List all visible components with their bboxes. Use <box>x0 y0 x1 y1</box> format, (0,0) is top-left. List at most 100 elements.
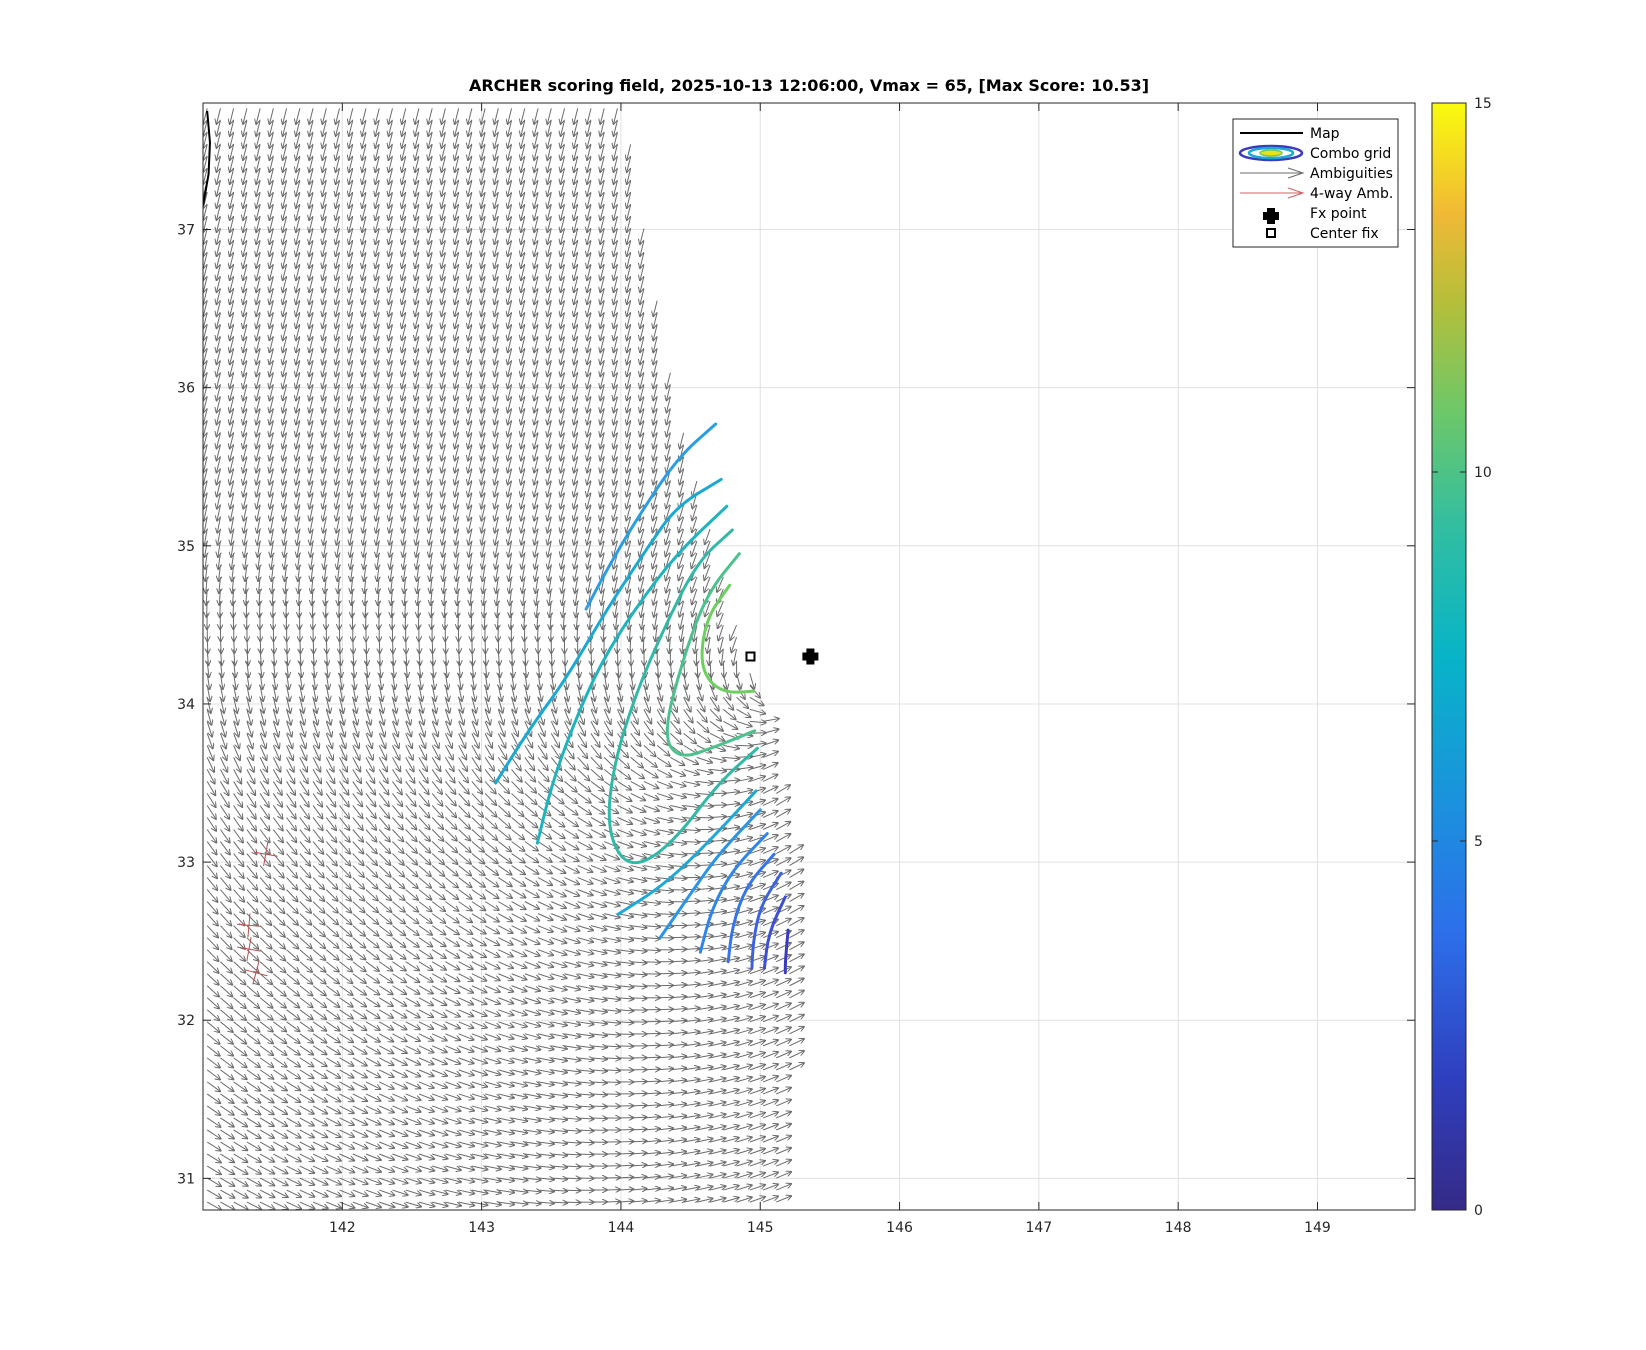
ambiguity-arrow <box>418 1165 434 1171</box>
ambiguity-arrow <box>471 1202 488 1205</box>
ambiguity-arrow <box>498 1190 514 1192</box>
ambiguity-arrow <box>326 1117 340 1125</box>
ambiguity-arrow <box>273 1105 287 1114</box>
ambiguity-arrow <box>723 661 724 677</box>
ambiguity-arrow <box>736 1113 752 1119</box>
ambiguity-arrow <box>471 1141 488 1146</box>
ambiguity-arrow <box>551 625 552 641</box>
ambiguity-arrow <box>670 1199 686 1202</box>
ambiguity-arrow <box>299 1177 314 1185</box>
ambiguity-arrow <box>220 1129 233 1139</box>
x-tick-label: 146 <box>886 1220 913 1236</box>
ambiguity-arrow <box>432 1177 447 1182</box>
ambiguity-arrow <box>379 1153 394 1160</box>
ambiguity-arrow <box>365 1165 381 1172</box>
ambiguity-arrow <box>749 1185 765 1191</box>
ambiguity-arrow <box>471 1117 487 1122</box>
ambiguity-arrow <box>312 1177 328 1185</box>
ambiguity-arrow <box>432 1129 447 1135</box>
ambiguity-arrow <box>723 1186 738 1191</box>
ambiguity-arrow <box>339 1129 354 1137</box>
ambiguity-arrow <box>365 1129 381 1136</box>
ambiguity-arrow <box>286 1117 301 1126</box>
ambiguity-arrow <box>776 1148 791 1155</box>
ambiguity-arrow <box>339 1153 355 1160</box>
ambiguity-arrow <box>723 1174 738 1179</box>
ambiguity-arrow <box>246 1177 261 1186</box>
ambiguity-arrow <box>273 1141 287 1150</box>
ambiguity-arrow <box>511 1178 528 1180</box>
ambiguity-arrow <box>723 1114 738 1119</box>
ambiguity-arrow <box>405 1153 421 1159</box>
ambiguity-arrow <box>432 1189 447 1194</box>
ambiguity-arrow <box>418 1189 434 1194</box>
ambiguity-arrow <box>643 1188 660 1190</box>
ambiguity-arrow <box>524 1166 541 1168</box>
ambiguity-arrow <box>432 1117 447 1123</box>
ambiguity-arrow <box>286 1201 302 1209</box>
ambiguity-arrow <box>696 1127 713 1130</box>
ambiguity-arrow <box>511 1166 528 1168</box>
ambiguity-arrow <box>365 1153 381 1160</box>
ambiguity-arrow <box>379 1117 394 1124</box>
ambiguity-arrow <box>484 1117 501 1122</box>
ambiguity-arrow <box>498 1154 514 1157</box>
ambiguity-arrow <box>643 1200 660 1202</box>
ambiguity-arrow <box>432 1141 447 1147</box>
y-tick-label: 33 <box>177 855 195 871</box>
ambiguity-arrow <box>683 1163 700 1166</box>
ambiguity-arrow <box>299 1117 314 1126</box>
ambiguity-arrow <box>749 1161 765 1167</box>
ambiguity-arrow <box>564 1178 581 1179</box>
ambiguity-arrow <box>736 1137 752 1143</box>
ambiguity-arrow <box>776 1184 791 1191</box>
ambiguity-arrow <box>736 1161 752 1167</box>
ambiguity-arrow <box>458 1165 475 1170</box>
ambiguity-arrow <box>445 1177 461 1182</box>
y-tick-label: 34 <box>177 697 195 713</box>
ambiguity-arrow <box>538 1202 554 1203</box>
ambiguity-arrow <box>246 1117 261 1126</box>
ambiguity-arrow <box>511 1202 528 1204</box>
ambiguity-arrow <box>312 1201 328 1208</box>
ambiguity-arrow <box>220 1153 234 1162</box>
ambiguity-arrow <box>392 1201 407 1207</box>
ambiguity-arrow <box>630 1153 647 1154</box>
ambiguity-arrow <box>471 1129 487 1134</box>
ambiguity-arrow <box>273 1117 287 1126</box>
ambiguity-arrow <box>564 1142 581 1143</box>
ambiguity-arrow <box>643 1152 660 1154</box>
x-tick-label: 143 <box>468 1220 495 1236</box>
ambiguity-arrow <box>723 1150 738 1155</box>
ambiguity-arrow <box>670 1187 686 1190</box>
ambiguity-arrow <box>312 1141 327 1149</box>
ambiguity-arrow <box>299 1141 314 1149</box>
ambiguity-arrow <box>630 637 631 653</box>
ambiguity-arrow <box>723 1126 738 1131</box>
ambiguity-arrow <box>762 1124 778 1131</box>
ambiguity-arrow <box>233 1189 248 1198</box>
ambiguity-arrow <box>657 1140 673 1142</box>
ambiguity-arrow <box>670 1128 686 1130</box>
ambiguity-arrow <box>511 1190 528 1192</box>
ambiguity-arrow <box>564 1130 581 1131</box>
ambiguity-arrow <box>365 1201 381 1207</box>
ambiguity-arrow <box>643 1117 660 1118</box>
ambiguity-arrow <box>709 1126 726 1131</box>
ambiguity-arrow <box>312 1165 328 1173</box>
ambiguity-arrow <box>643 1129 660 1130</box>
ambiguity-arrow <box>657 1164 673 1166</box>
ambiguity-arrow <box>458 1202 475 1205</box>
ambiguity-arrow <box>339 1117 354 1125</box>
ambiguity-arrow <box>696 1175 713 1178</box>
ambiguity-arrow <box>723 1198 738 1203</box>
ambiguity-arrow <box>643 1141 660 1142</box>
ambiguity-arrow <box>577 1118 594 1119</box>
ambiguity-arrow <box>326 1201 341 1208</box>
ambiguity-arrow <box>670 1175 686 1178</box>
ambiguity-arrow <box>511 1142 528 1145</box>
ambiguity-arrow <box>445 1117 460 1123</box>
ambiguity-arrow <box>392 1165 407 1171</box>
ambiguity-arrow <box>657 1188 673 1190</box>
